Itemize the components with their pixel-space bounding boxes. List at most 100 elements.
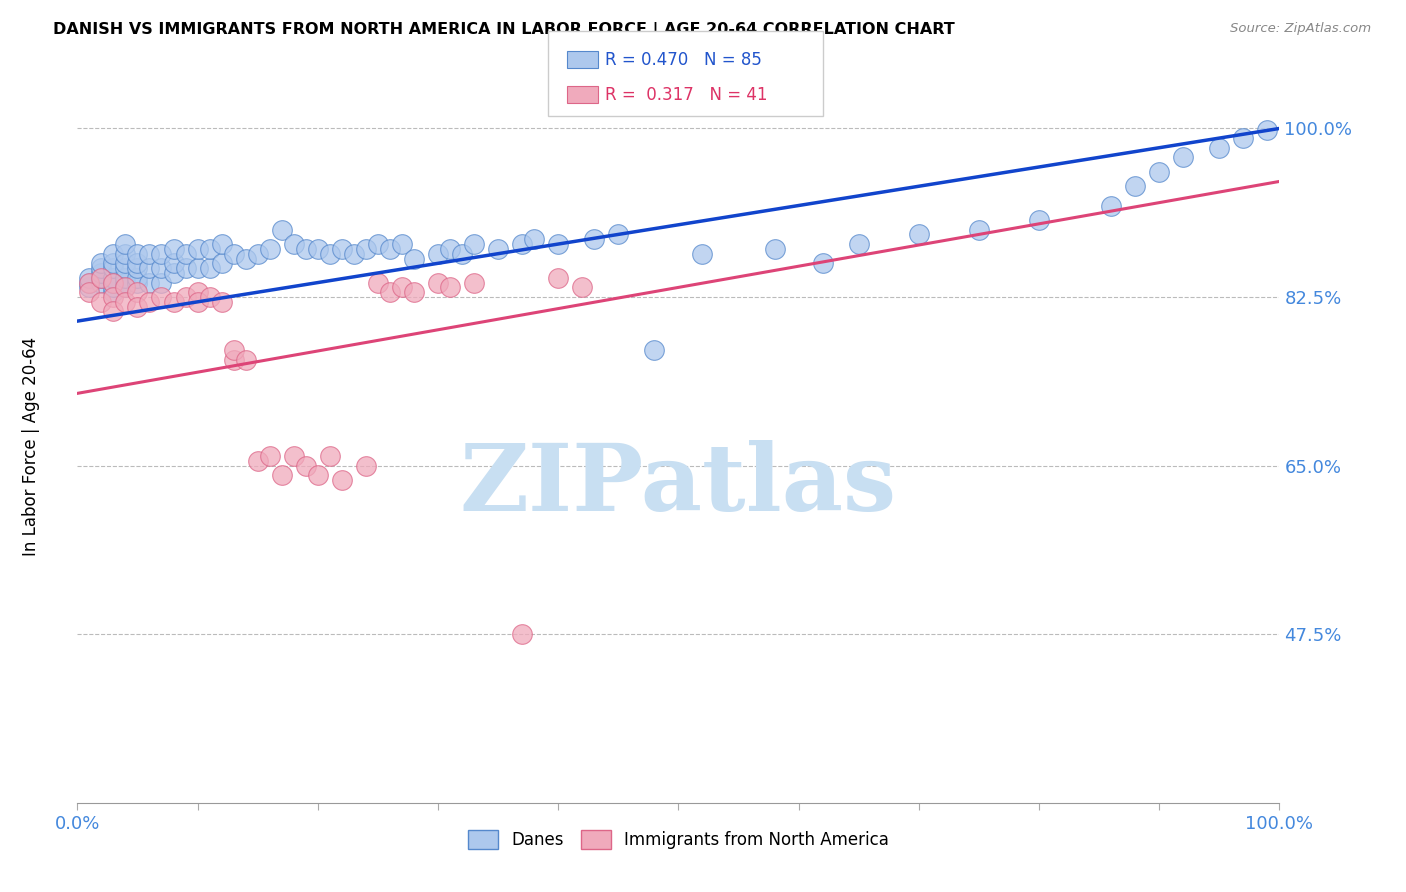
Text: DANISH VS IMMIGRANTS FROM NORTH AMERICA IN LABOR FORCE | AGE 20-64 CORRELATION C: DANISH VS IMMIGRANTS FROM NORTH AMERICA … — [53, 22, 955, 38]
Point — [162, 266, 184, 280]
Point — [451, 246, 474, 260]
Point — [211, 237, 233, 252]
Point — [103, 290, 125, 304]
Point — [174, 246, 197, 260]
Point — [523, 232, 546, 246]
Point — [330, 242, 353, 256]
Point — [222, 246, 245, 260]
Point — [114, 280, 136, 294]
Point — [174, 261, 197, 276]
Point — [967, 222, 990, 236]
Point — [354, 242, 377, 256]
Point — [1232, 131, 1254, 145]
Point — [198, 290, 221, 304]
Point — [138, 294, 160, 309]
Point — [127, 261, 149, 276]
Point — [127, 276, 149, 290]
Point — [114, 256, 136, 270]
Point — [811, 256, 834, 270]
Point — [211, 294, 233, 309]
Point — [319, 246, 342, 260]
Point — [607, 227, 630, 242]
Point — [270, 222, 292, 236]
Point — [127, 256, 149, 270]
Point — [186, 261, 209, 276]
Point — [162, 294, 184, 309]
Point — [103, 256, 125, 270]
Point — [114, 294, 136, 309]
Point — [463, 237, 485, 252]
Point — [103, 276, 125, 290]
Point — [319, 449, 342, 463]
Point — [103, 276, 125, 290]
Point — [283, 449, 305, 463]
Point — [90, 266, 112, 280]
Point — [174, 290, 197, 304]
Point — [103, 280, 125, 294]
Point — [1256, 123, 1278, 137]
Point — [378, 242, 401, 256]
Point — [294, 458, 316, 473]
Point — [114, 246, 136, 260]
Point — [127, 270, 149, 285]
Point — [367, 276, 389, 290]
Point — [79, 270, 101, 285]
Point — [367, 237, 389, 252]
Point — [103, 304, 125, 318]
Point — [307, 242, 329, 256]
Point — [150, 276, 173, 290]
Point — [127, 300, 149, 314]
Point — [378, 285, 401, 300]
Point — [79, 276, 101, 290]
Point — [763, 242, 786, 256]
Point — [439, 242, 461, 256]
Point — [354, 458, 377, 473]
Point — [186, 285, 209, 300]
Point — [150, 246, 173, 260]
Point — [439, 280, 461, 294]
Point — [103, 285, 125, 300]
Point — [330, 473, 353, 487]
Point — [127, 246, 149, 260]
Point — [486, 242, 509, 256]
Point — [571, 280, 593, 294]
Point — [246, 246, 269, 260]
Point — [198, 261, 221, 276]
Point — [114, 237, 136, 252]
Point — [1208, 141, 1230, 155]
Point — [79, 280, 101, 294]
Point — [114, 261, 136, 276]
Point — [198, 242, 221, 256]
Point — [307, 468, 329, 483]
Point — [643, 343, 665, 357]
Point — [343, 246, 366, 260]
Point — [547, 270, 569, 285]
Point — [908, 227, 931, 242]
Point — [103, 270, 125, 285]
Point — [427, 276, 450, 290]
Point — [547, 237, 569, 252]
Legend: Danes, Immigrants from North America: Danes, Immigrants from North America — [461, 823, 896, 856]
Point — [246, 454, 269, 468]
Point — [114, 270, 136, 285]
Point — [186, 242, 209, 256]
Point — [90, 261, 112, 276]
Point — [138, 261, 160, 276]
Point — [259, 449, 281, 463]
Point — [402, 252, 425, 266]
Point — [211, 256, 233, 270]
Point — [90, 294, 112, 309]
Point — [235, 252, 257, 266]
Point — [463, 276, 485, 290]
Point — [162, 256, 184, 270]
Text: In Labor Force | Age 20-64: In Labor Force | Age 20-64 — [22, 336, 39, 556]
Point — [90, 276, 112, 290]
Point — [692, 246, 714, 260]
Point — [103, 246, 125, 260]
Point — [1149, 165, 1171, 179]
Point — [1173, 150, 1195, 164]
Point — [427, 246, 450, 260]
Point — [222, 343, 245, 357]
Point — [150, 261, 173, 276]
Point — [138, 246, 160, 260]
